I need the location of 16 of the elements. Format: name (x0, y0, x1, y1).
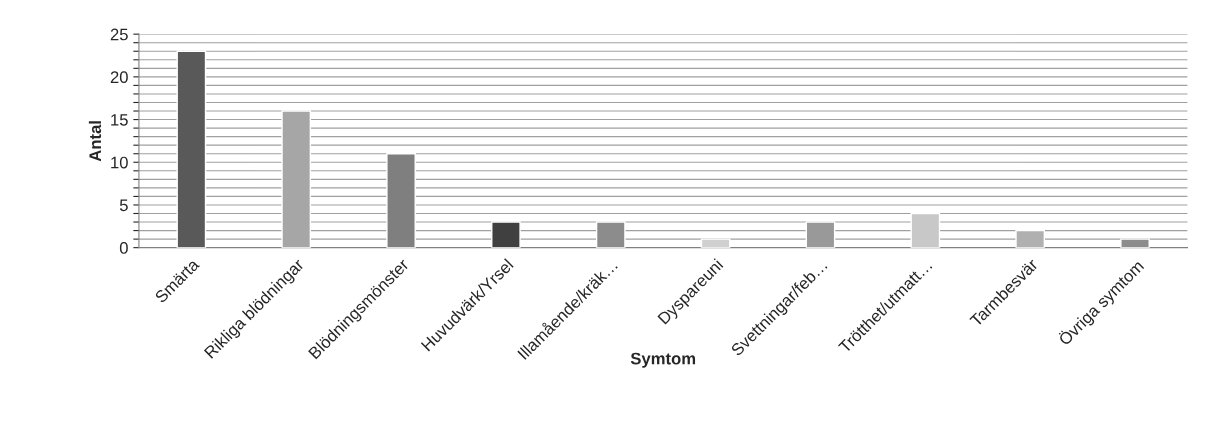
y-tick-label: 5 (119, 199, 128, 212)
x-axis-title: Symtom (630, 352, 696, 368)
y-tick-label: 15 (111, 114, 128, 126)
y-tick-label: 20 (110, 71, 128, 84)
bar (910, 212, 941, 248)
bar (1015, 229, 1046, 248)
bar (1120, 238, 1150, 248)
bar (595, 221, 626, 248)
y-tick-label: 0 (119, 242, 128, 254)
bar (491, 221, 521, 248)
y-tick-label: 25 (110, 28, 128, 41)
bar (386, 153, 416, 248)
bar (700, 238, 731, 248)
bar (176, 50, 207, 248)
y-tick-label: 10 (111, 156, 128, 169)
y-axis-title: Antal (88, 121, 102, 162)
